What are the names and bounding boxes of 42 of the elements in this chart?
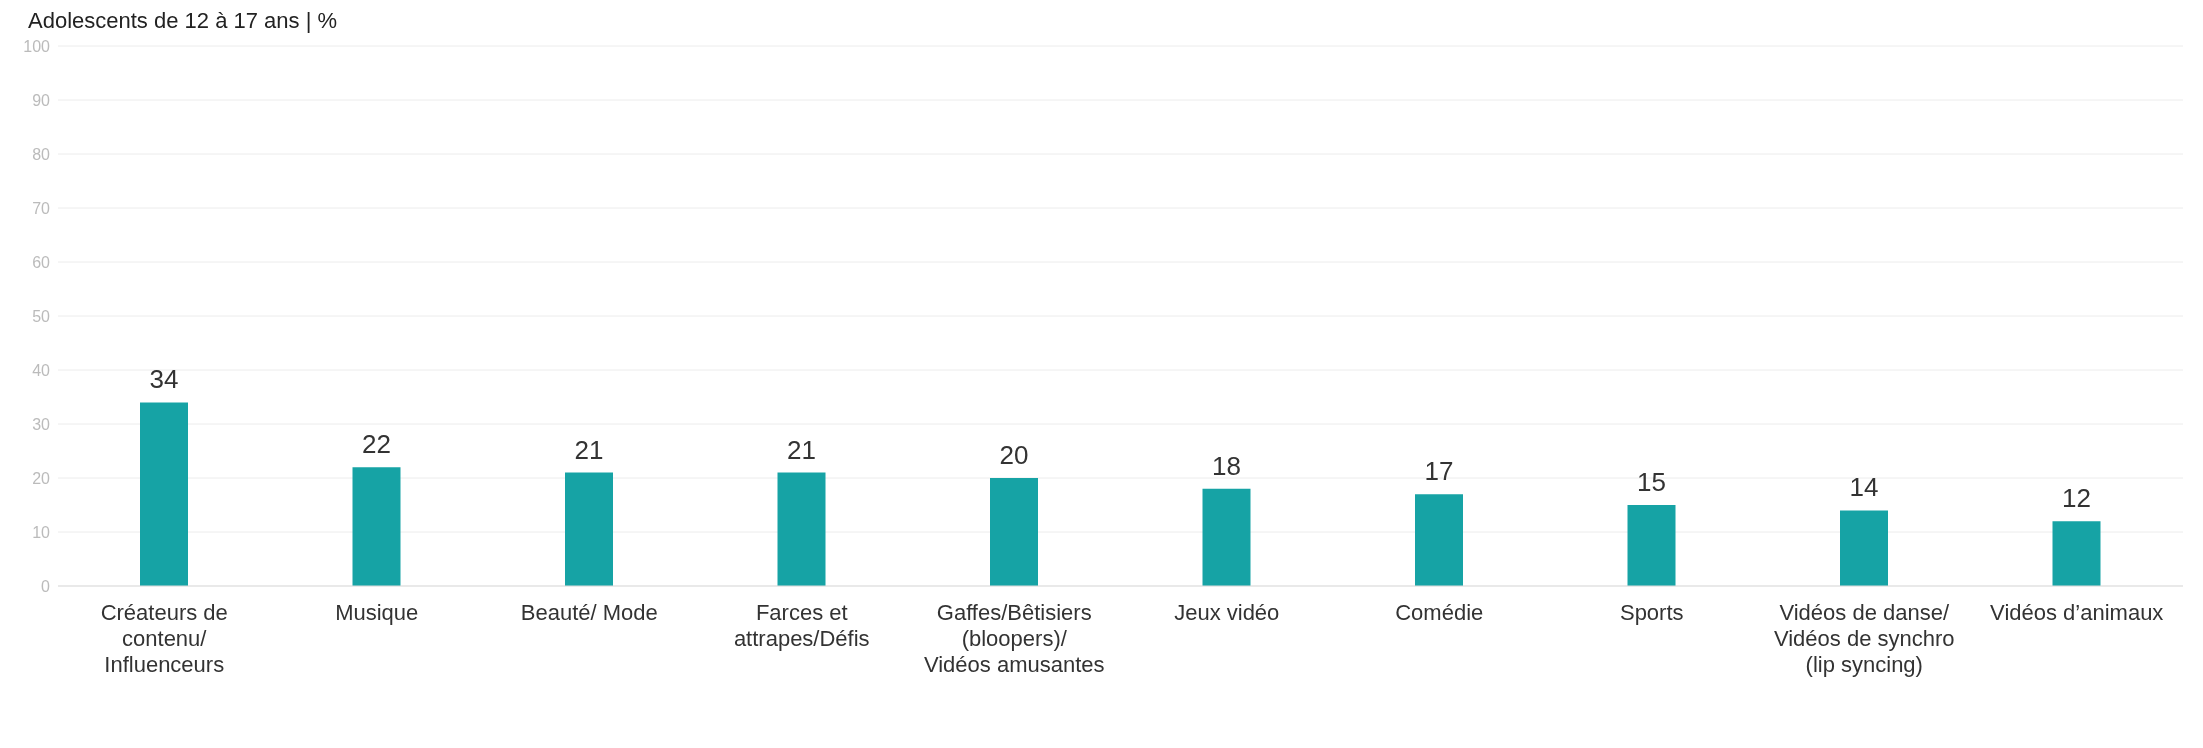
bar [2052,521,2101,586]
bar [777,472,826,586]
y-tick-label: 50 [32,307,51,325]
data-label: 22 [362,429,391,460]
x-tick-label: Jeux vidéo [1174,600,1280,625]
y-tick-label: 10 [32,523,51,541]
x-tick-label: Vidéos de danse/ Vidéos de synchro (lip syncing) [1773,600,1955,677]
x-tick-label: Créateurs de contenu/ Influenceurs [100,600,228,677]
y-tick-label: 0 [41,577,51,595]
data-label: 17 [1424,456,1454,487]
y-tick-label: 20 [32,469,51,487]
data-label: 34 [149,364,179,395]
y-tick-label: 90 [32,91,51,109]
bar [1840,510,1888,586]
data-label: 21 [787,434,816,465]
y-tick-label: 70 [32,199,51,217]
x-tick-label: Beauté/ Mode [520,600,658,625]
y-tick-label: 60 [32,253,51,271]
bar [1415,494,1463,586]
y-tick-label: 100 [23,37,51,55]
x-tick-label: Farces et attrapes/Défis [733,600,870,651]
data-label: 15 [1637,467,1666,497]
bar [565,472,613,586]
data-label: 14 [1849,472,1879,503]
data-label: 12 [2062,483,2091,514]
bar [1202,488,1251,586]
bar [352,467,401,586]
x-tick-label: Sports [1619,600,1684,625]
chart-title: Adolescents de 12 à 17 ans | % [27,8,339,35]
x-tick-label: Vidéos d’animaux [1990,600,2164,625]
y-tick-label: 40 [32,361,51,379]
bar [1627,505,1676,586]
y-tick-label: 80 [32,145,51,163]
data-label: 18 [1212,450,1241,481]
x-tick-label: Musique [335,600,419,625]
bar [140,402,188,586]
y-tick-label: 30 [32,415,51,433]
x-tick-label: Comédie [1395,600,1484,625]
data-label: 20 [999,440,1029,470]
data-label: 21 [574,434,604,465]
x-tick-label: Gaffes/Bêtisiers (bloopers)/ Vidéos amusantes [923,600,1105,677]
bar [990,478,1038,586]
